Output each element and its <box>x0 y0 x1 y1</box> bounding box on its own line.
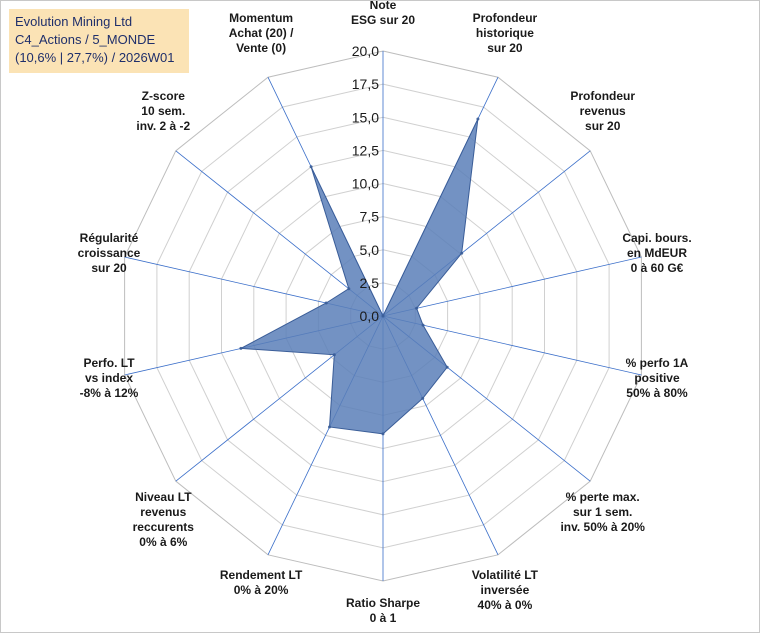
axis-label: Z-score 10 sem. inv. 2 à -2 <box>136 89 190 133</box>
radial-tick-label: 12,5 <box>352 142 379 158</box>
axis-label-line: Profondeur <box>473 11 538 25</box>
stats-week: (10,6% | 27,7%) / 2026W01 <box>15 50 175 65</box>
axis-label: Profondeur revenus sur 20 <box>570 89 635 133</box>
data-point <box>324 301 328 305</box>
axis-label-line: 10 sem. <box>141 104 185 118</box>
axis-label-line: Note <box>370 1 397 12</box>
axis-label-line: Capi. bours. <box>622 231 691 245</box>
data-point <box>445 365 449 369</box>
category: C4_Actions / 5_MONDE <box>15 32 156 47</box>
axis-label: Capi. bours. en MdEUR 0 à 60 G€ <box>622 231 691 275</box>
axis-label-line: sur 1 sem. <box>573 505 632 519</box>
axis-label-line: inv. 2 à -2 <box>136 119 190 133</box>
axis-label-line: vs index <box>85 371 133 385</box>
axis-label: Niveau LT revenus reccurents 0% à 6% <box>133 490 195 549</box>
axis-label-line: Perfo. LT <box>83 356 135 370</box>
axis-label: Momentum Achat (20) / Vente (0) <box>229 11 294 55</box>
data-point <box>476 117 480 121</box>
data-point <box>381 314 385 318</box>
data-point <box>421 396 425 400</box>
axis-label-line: 0 à 60 G€ <box>631 261 684 275</box>
radial-tick-label: 2,5 <box>360 275 380 291</box>
axis-label-line: ESG sur 20 <box>351 13 415 27</box>
axis-label-line: historique <box>476 26 534 40</box>
axis-label-line: Ratio Sharpe <box>346 596 420 610</box>
axis-label-line: Profondeur <box>570 89 635 103</box>
axis-label: Perfo. LT vs index -8% à 12% <box>80 356 139 400</box>
axis-spoke <box>382 315 642 376</box>
axis-label-line: Momentum <box>229 11 293 25</box>
axis-label: Ratio Sharpe 0 à 1 <box>346 596 420 625</box>
axis-label-line: sur 20 <box>91 261 127 275</box>
data-point <box>239 346 243 350</box>
radial-tick-label: 0,0 <box>360 308 380 324</box>
data-point <box>381 432 385 436</box>
axis-label-line: Niveau LT <box>135 490 192 504</box>
axis-label: % perte max. sur 1 sem. inv. 50% à 20% <box>560 490 645 534</box>
axis-label-line: revenus <box>580 104 626 118</box>
axis-label-line: Z-score <box>142 89 186 103</box>
data-point <box>328 425 331 429</box>
axis-label-line: inversée <box>481 583 530 597</box>
axis-label-line: 0% à 6% <box>139 535 187 549</box>
axis-label-line: Régularité <box>80 231 139 245</box>
axis-label: Note ESG sur 20 <box>351 1 415 27</box>
axis-label-line: % perfo 1A <box>626 356 689 370</box>
axis-label: % perfo 1A positive 50% à 80% <box>626 356 689 400</box>
axis-label-line: reccurents <box>133 520 195 534</box>
axis-label-line: croissance <box>78 246 141 260</box>
axis-label-line: -8% à 12% <box>80 386 139 400</box>
data-point <box>332 353 336 357</box>
info-box: Evolution Mining Ltd C4_Actions / 5_MOND… <box>9 9 189 73</box>
axis-label-line: 50% à 80% <box>626 386 688 400</box>
radial-tick-label: 5,0 <box>360 242 380 258</box>
axis-label-line: 0% à 20% <box>234 583 289 597</box>
axis-label-line: Volatilité LT <box>472 568 539 582</box>
axis-label-line: inv. 50% à 20% <box>560 520 645 534</box>
radial-tick-label: 17,5 <box>352 76 379 92</box>
data-point <box>421 323 425 327</box>
axis-label: Profondeur historique sur 20 <box>473 11 538 55</box>
axis-label-line: 0 à 1 <box>370 611 397 625</box>
axis-label-line: sur 20 <box>585 119 621 133</box>
company-name: Evolution Mining Ltd <box>15 14 133 29</box>
data-point <box>415 306 419 310</box>
axis-label: Rendement LT 0% à 20% <box>220 568 303 597</box>
axis-label-line: 40% à 0% <box>478 598 533 612</box>
radial-tick-label: 7,5 <box>360 209 380 225</box>
axis-label-line: sur 20 <box>487 41 523 55</box>
axis-label-line: Vente (0) <box>236 41 286 55</box>
data-point <box>309 165 313 169</box>
axis-label-line: revenus <box>140 505 186 519</box>
radial-tick-label: 10,0 <box>352 176 379 192</box>
axis-label-line: Achat (20) / <box>229 26 294 40</box>
radial-tick-label: 15,0 <box>352 109 379 125</box>
axis-spoke <box>382 256 642 317</box>
radial-tick-label: 20,0 <box>352 43 379 59</box>
axis-label: Régularité croissance sur 20 <box>78 231 141 275</box>
axis-label-line: en MdEUR <box>627 246 687 260</box>
axis-label: Volatilité LT inversée 40% à 0% <box>472 568 539 612</box>
data-point <box>460 251 464 255</box>
axis-label-line: Rendement LT <box>220 568 303 582</box>
axis-label-line: positive <box>634 371 680 385</box>
data-point <box>347 287 351 291</box>
axis-label-line: % perte max. <box>566 490 640 504</box>
